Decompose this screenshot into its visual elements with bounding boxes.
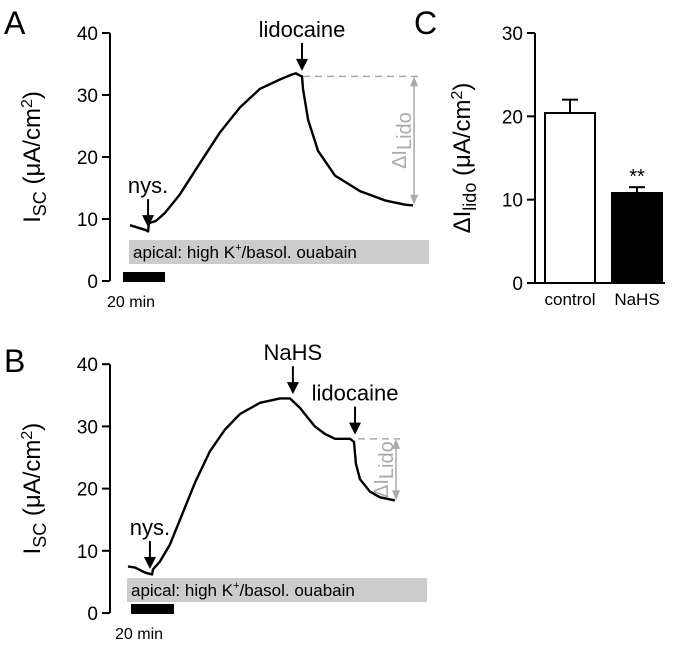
event-arrow-head: [286, 382, 299, 395]
y-label-sub: SC: [30, 523, 50, 548]
y-tick-label: 0: [512, 274, 523, 295]
event-arrow-head: [295, 58, 308, 71]
y-tick-label: 40: [77, 355, 98, 376]
delta-label-main: ΔI: [371, 479, 393, 498]
event-arrow-head: [143, 556, 156, 569]
y-tick-label: 20: [77, 148, 98, 169]
significance-label: **: [629, 166, 645, 188]
y-label-main: ΔI: [449, 211, 476, 234]
panel-a-chart: 0 10 20 30 40 ISC (μA/cm2) apical: high K+/bas…: [19, 17, 429, 311]
y-tick-label: 10: [77, 210, 98, 231]
scale-bar: [123, 272, 165, 282]
y-tick-label: 20: [502, 107, 523, 128]
panel-label-c: C: [414, 5, 437, 41]
condition-post: /basol. ouabain: [242, 243, 357, 262]
x-tick-label: control: [544, 290, 595, 309]
bar-nahs: [611, 192, 663, 284]
y-tick-label: 30: [77, 417, 98, 438]
y-label-close: ): [449, 83, 476, 91]
y-tick-label: 40: [77, 24, 98, 45]
y-axis-label: ΔIlido (μA/cm2): [449, 83, 480, 234]
delta-label: ΔILido: [389, 112, 416, 169]
y-label-unit: (μA/cm: [19, 108, 46, 191]
y-label-main: I: [19, 216, 46, 223]
x-tick-label: NaHS: [614, 290, 659, 309]
condition-post: /basol. ouabain: [240, 581, 355, 600]
trace-line: [129, 72, 414, 233]
y-label-close: ): [19, 423, 46, 431]
condition-pre: apical: high K: [131, 581, 234, 600]
scale-bar-label: 20 min: [107, 294, 155, 311]
y-label-unit: (μA/cm: [19, 440, 46, 523]
panel-c-chart: 0 10 20 30 ΔIlido (μA/cm2) control NaHS **: [449, 24, 665, 309]
condition-bar: [129, 240, 429, 264]
y-tick-label: 10: [502, 191, 523, 212]
condition-bar: [127, 578, 427, 602]
y-axis-label: ISC (μA/cm2): [19, 423, 50, 555]
condition-sup: +: [233, 580, 239, 592]
event-label: lidocaine: [259, 17, 346, 42]
delta-arrow-head-down: [392, 490, 401, 501]
bar-control: [544, 112, 596, 284]
delta-label: ΔILido: [371, 441, 398, 498]
y-label-main: I: [19, 548, 46, 555]
panel-label-b: B: [4, 343, 25, 379]
event-arrow-head: [349, 422, 362, 435]
condition-pre: apical: high K: [133, 243, 236, 262]
y-label-close: ): [19, 91, 46, 99]
delta-label-main: ΔI: [389, 150, 411, 169]
y-label-sub: lido: [460, 183, 480, 211]
scale-bar: [131, 604, 174, 614]
delta-label-sub: Lido: [376, 441, 398, 479]
event-label: nys.: [128, 173, 168, 198]
event-label: lidocaine: [312, 381, 399, 406]
y-tick-label: 0: [87, 604, 98, 625]
y-tick-label: 10: [77, 542, 98, 563]
y-axis-label: ISC (μA/cm2): [19, 91, 50, 223]
y-label-unit: (μA/cm: [449, 100, 476, 183]
panel-b-chart: 0 10 20 30 40 ISC (μA/cm2) apical: high K+/bas…: [19, 340, 427, 643]
delta-arrow-head-up: [410, 76, 419, 87]
trace-line: [127, 397, 396, 576]
delta-label-sub: Lido: [394, 112, 416, 150]
condition-bar-label: apical: high K+/basol. ouabain: [133, 242, 357, 262]
event-arrow-head: [142, 215, 155, 228]
panel-label-a: A: [4, 5, 26, 41]
event-label: nys.: [130, 515, 170, 540]
delta-arrow-head-down: [410, 194, 419, 205]
condition-bar-label: apical: high K+/basol. ouabain: [131, 580, 355, 600]
y-tick-label: 30: [502, 24, 523, 45]
condition-sup: +: [235, 242, 241, 254]
y-label-sup: 2: [449, 91, 466, 100]
y-tick-label: 0: [87, 272, 98, 293]
y-tick-label: 30: [77, 86, 98, 107]
y-label-sup: 2: [19, 99, 36, 108]
scale-bar-label: 20 min: [115, 626, 163, 643]
delta-arrow-head-up: [392, 438, 401, 449]
y-tick-label: 20: [77, 480, 98, 501]
y-label-sub: SC: [30, 191, 50, 216]
event-label: NaHS: [264, 340, 323, 365]
y-label-sup: 2: [19, 431, 36, 440]
